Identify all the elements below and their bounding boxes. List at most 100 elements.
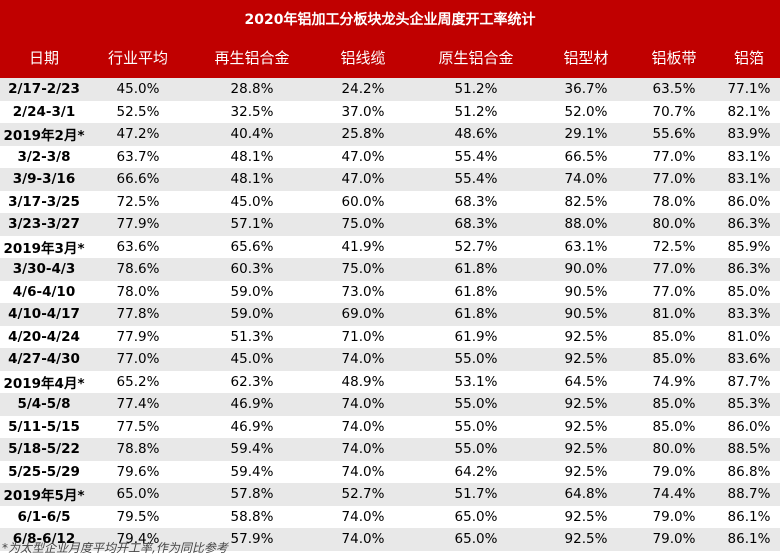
- row-value-cell: 59.0%: [230, 306, 274, 323]
- header-recycled-alloy: 再生铝合金: [214, 49, 290, 67]
- row-date-cell: 3/30-4/3: [12, 261, 76, 278]
- row-value-cell: 24.2%: [341, 81, 385, 98]
- row-value-cell: 83.1%: [727, 148, 771, 165]
- row-value-cell: 48.6%: [454, 126, 498, 143]
- row-value-cell: 29.1%: [564, 126, 608, 143]
- row-value-cell: 74.0%: [341, 531, 385, 548]
- row-value-cell: 65.0%: [116, 486, 160, 503]
- row-value-cell: 57.1%: [230, 216, 274, 233]
- row-date-cell: 4/27-4/30: [8, 351, 80, 368]
- row-value-cell: 61.8%: [454, 261, 498, 278]
- row-value-cell: 63.5%: [652, 81, 696, 98]
- table-row: 6/8-6/12 79.4% 57.9% 74.0% 65.0% 92.5% 79.0% 86…: [0, 528, 780, 551]
- row-value-cell: 86.1%: [727, 531, 771, 548]
- row-value-cell: 85.3%: [727, 396, 771, 413]
- row-value-cell: 85.0%: [652, 418, 696, 435]
- row-value-cell: 81.0%: [652, 306, 696, 323]
- row-value-cell: 78.8%: [116, 441, 160, 458]
- table-row: 4/6-4/10 78.0% 59.0% 73.0% 61.8% 90.5% 77.0% 85…: [0, 281, 780, 304]
- table-row: 4/27-4/30 77.0% 45.0% 74.0% 55.0% 92.5% 85.0% 8…: [0, 348, 780, 371]
- row-value-cell: 79.6%: [116, 463, 160, 480]
- row-value-cell: 79.0%: [652, 508, 696, 525]
- row-value-cell: 61.8%: [454, 306, 498, 323]
- row-value-cell: 28.8%: [230, 81, 274, 98]
- row-value-cell: 75.0%: [341, 216, 385, 233]
- row-value-cell: 83.9%: [727, 126, 771, 143]
- table-row: 2019年5月* 65.0% 57.8% 52.7% 51.7% 64.8% 74.4% 88…: [0, 483, 780, 506]
- row-value-cell: 78.0%: [652, 193, 696, 210]
- row-value-cell: 88.5%: [727, 441, 771, 458]
- row-value-cell: 77.0%: [652, 171, 696, 188]
- row-date-cell: 4/6-4/10: [12, 283, 76, 300]
- row-date-cell: 2019年5月*: [3, 488, 85, 505]
- row-date-cell: 5/4-5/8: [17, 396, 71, 413]
- row-value-cell: 90.5%: [564, 283, 608, 300]
- row-value-cell: 52.5%: [116, 103, 160, 120]
- row-value-cell: 59.4%: [230, 463, 274, 480]
- row-date-cell: 5/18-5/22: [8, 441, 80, 458]
- row-value-cell: 65.2%: [116, 373, 160, 390]
- table-row: 5/25-5/29 79.6% 59.4% 74.0% 64.2% 92.5% 79.0% 8…: [0, 461, 780, 484]
- footnote: *为太型企业月度平均开工率,作为同比参考: [2, 541, 228, 555]
- row-value-cell: 25.8%: [341, 126, 385, 143]
- row-date-cell: 6/1-6/5: [17, 508, 71, 525]
- row-value-cell: 64.5%: [564, 373, 608, 390]
- row-date-cell: 3/2-3/8: [17, 148, 71, 165]
- row-value-cell: 46.9%: [230, 396, 274, 413]
- table-row: 3/23-3/27 77.9% 57.1% 75.0% 68.3% 88.0% 80.0% 8…: [0, 213, 780, 236]
- row-date-cell: 3/17-3/25: [8, 193, 80, 210]
- row-date-cell: 4/20-4/24: [8, 328, 80, 345]
- row-value-cell: 65.0%: [454, 531, 498, 548]
- row-value-cell: 64.2%: [454, 463, 498, 480]
- row-value-cell: 79.0%: [652, 463, 696, 480]
- header-industry-average: 行业平均: [107, 49, 168, 67]
- row-value-cell: 63.6%: [116, 238, 160, 255]
- table-body: 2/17-2/23 45.0% 28.8% 24.2% 51.2% 36.7% 63.5% 7…: [0, 78, 780, 551]
- table-row: 3/30-4/3 78.6% 60.3% 75.0% 61.8% 90.0% 77.0% 86…: [0, 258, 780, 281]
- row-value-cell: 62.3%: [230, 373, 274, 390]
- row-value-cell: 77.8%: [116, 306, 160, 323]
- row-value-cell: 73.0%: [341, 283, 385, 300]
- row-value-cell: 70.7%: [652, 103, 696, 120]
- header-foil: 铝箔: [733, 49, 764, 67]
- row-value-cell: 77.4%: [116, 396, 160, 413]
- row-value-cell: 77.0%: [116, 351, 160, 368]
- row-value-cell: 79.5%: [116, 508, 160, 525]
- row-value-cell: 69.0%: [341, 306, 385, 323]
- row-value-cell: 51.2%: [454, 103, 498, 120]
- row-value-cell: 86.0%: [727, 193, 771, 210]
- row-value-cell: 87.7%: [727, 373, 771, 390]
- row-value-cell: 77.0%: [652, 261, 696, 278]
- row-value-cell: 79.0%: [652, 531, 696, 548]
- row-value-cell: 37.0%: [341, 103, 385, 120]
- row-value-cell: 74.0%: [341, 508, 385, 525]
- row-value-cell: 90.0%: [564, 261, 608, 278]
- table-row: 5/4-5/8 77.4% 46.9% 74.0% 55.0% 92.5% 85.0% 85.…: [0, 393, 780, 416]
- table-row: 3/9-3/16 66.6% 48.1% 47.0% 55.4% 74.0% 77.0% 83…: [0, 168, 780, 191]
- row-value-cell: 72.5%: [116, 193, 160, 210]
- row-value-cell: 68.3%: [454, 216, 498, 233]
- row-value-cell: 71.0%: [341, 328, 385, 345]
- row-value-cell: 82.1%: [727, 103, 771, 120]
- row-date-cell: 4/10-4/17: [8, 306, 80, 323]
- row-date-cell: 6/8-6/12: [12, 531, 76, 548]
- row-date-cell: 2019年3月*: [3, 240, 85, 257]
- table-row: 3/2-3/8 63.7% 48.1% 47.0% 55.4% 66.5% 77.0% 83.…: [0, 146, 780, 169]
- row-date-cell: 2019年2月*: [3, 128, 85, 145]
- row-value-cell: 85.0%: [652, 396, 696, 413]
- row-value-cell: 52.7%: [454, 238, 498, 255]
- header-sheet-strip: 铝板带: [651, 49, 697, 67]
- row-value-cell: 66.5%: [564, 148, 608, 165]
- row-value-cell: 48.9%: [341, 373, 385, 390]
- row-value-cell: 86.0%: [727, 418, 771, 435]
- row-value-cell: 55.0%: [454, 351, 498, 368]
- row-date-cell: 2/17-2/23: [8, 81, 80, 98]
- row-date-cell: 2/24-3/1: [12, 103, 76, 120]
- header-profile: 铝型材: [563, 49, 609, 67]
- row-value-cell: 86.3%: [727, 261, 771, 278]
- header-primary-alloy: 原生铝合金: [438, 49, 514, 67]
- row-value-cell: 75.0%: [341, 261, 385, 278]
- row-value-cell: 83.1%: [727, 171, 771, 188]
- row-value-cell: 47.2%: [116, 126, 160, 143]
- row-value-cell: 77.0%: [652, 283, 696, 300]
